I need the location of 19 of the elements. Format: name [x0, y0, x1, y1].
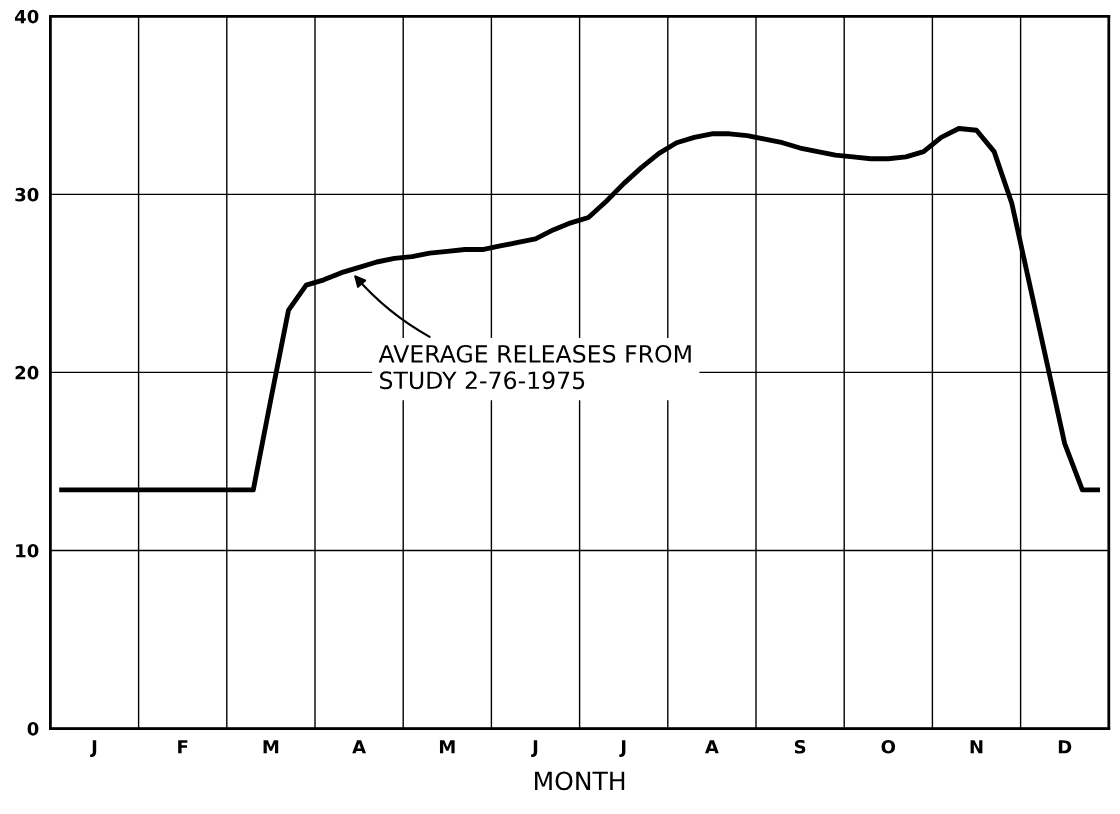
y-tick-label: 20	[15, 365, 39, 380]
x-tick-label: A	[705, 740, 719, 754]
x-tick-label: N	[970, 740, 983, 754]
y-tick-label: 30	[15, 187, 39, 202]
x-tick-label: M	[439, 740, 455, 754]
x-tick-label: D	[1058, 740, 1072, 754]
x-tick-label: M	[263, 740, 279, 754]
y-tick-label: 0	[27, 721, 39, 736]
annotation: AVERAGE RELEASES FROM STUDY 2-76-1975	[378, 344, 691, 390]
y-tick-label: 10	[16, 543, 39, 558]
x-tick-label: J	[531, 740, 538, 757]
x-axis-title: MONTH	[535, 771, 625, 791]
x-tick-label: O	[881, 739, 896, 754]
x-tick-label: F	[178, 740, 188, 754]
y-tick-label: 40	[14, 9, 39, 24]
x-tick-label: J	[90, 740, 97, 757]
x-tick-label: S	[794, 739, 806, 754]
x-tick-label: A	[352, 740, 366, 754]
x-tick-label: J	[619, 740, 626, 757]
